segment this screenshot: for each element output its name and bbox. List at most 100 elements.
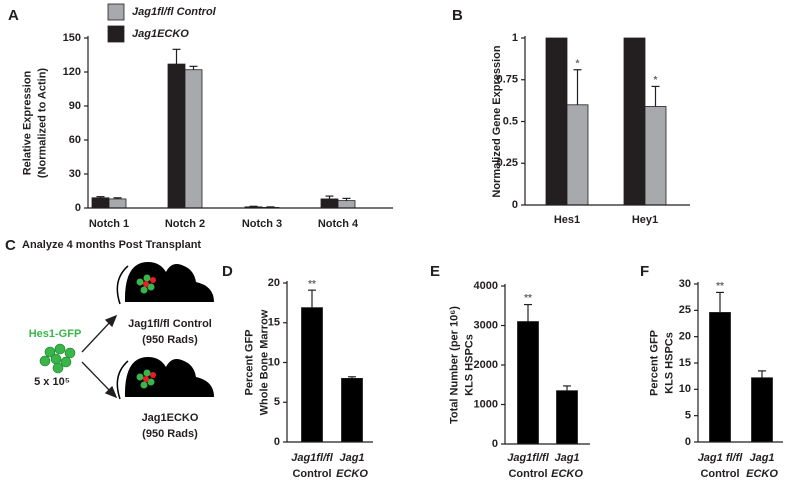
diagram-title: Analyze 4 months Post Transplant bbox=[22, 239, 201, 251]
chart: E ** 0 1000 2000 3000 4000 Jag1fl/fl Control Jag1… bbox=[430, 263, 590, 480]
y-tick-label: 5 bbox=[274, 396, 280, 408]
y-tick-label: 0.5 bbox=[503, 115, 518, 127]
panel-label: E bbox=[430, 263, 440, 280]
y-tick-label: 10 bbox=[268, 356, 280, 368]
x-tick-label: Jag1fl/fl bbox=[291, 452, 334, 464]
bar bbox=[556, 390, 578, 445]
error-bar bbox=[325, 195, 334, 199]
x-tick-label: Jag1 bbox=[554, 452, 579, 464]
bar bbox=[545, 37, 568, 206]
legend-label: Jag1ECKO bbox=[132, 28, 189, 40]
panel-label: B bbox=[452, 7, 463, 24]
y-tick-label: 15 bbox=[268, 317, 280, 329]
y-tick-label: 3000 bbox=[474, 319, 498, 331]
legend-label: Jag1fl/fl Control bbox=[132, 6, 217, 18]
bar bbox=[301, 307, 323, 443]
y-axis-label: Whole Bone Marrow bbox=[258, 309, 270, 415]
error-bar bbox=[172, 48, 181, 65]
legend-item: Jag1ECKO bbox=[107, 25, 189, 43]
y-tick-label: 30 bbox=[69, 168, 81, 180]
annotation: ** bbox=[524, 293, 532, 304]
y-tick-label: 60 bbox=[69, 134, 81, 146]
y-axis-label: Percent GFP bbox=[243, 329, 255, 395]
y-tick-label: 30 bbox=[679, 278, 691, 290]
chart: B * * 0 0.25 0.5 0.75 1 Hes1 Hey1 Normalized Gene … bbox=[452, 7, 690, 226]
bar bbox=[517, 321, 539, 445]
error-bar bbox=[573, 69, 582, 105]
y-axis-label: KLS HSPCs bbox=[463, 334, 475, 396]
x-tick-label: Notch 3 bbox=[242, 218, 282, 230]
error-bar bbox=[266, 206, 275, 208]
recipient-name: Jag1fl/fl Control bbox=[128, 318, 212, 330]
x-tick-label: Control bbox=[700, 468, 739, 480]
annotation: ** bbox=[716, 281, 724, 292]
panel-label: A bbox=[8, 7, 19, 24]
error-bar bbox=[716, 291, 724, 313]
error-bar bbox=[524, 303, 532, 322]
x-tick-label: ECKO bbox=[336, 468, 368, 480]
bar bbox=[320, 198, 339, 209]
chart: F ** 0 5 10 15 20 25 30 Jag1 fl/fl Control Jag1 ECKO… bbox=[640, 263, 783, 480]
y-tick-label: 120 bbox=[63, 66, 81, 78]
mouse bbox=[116, 262, 214, 305]
error-bar bbox=[563, 385, 571, 391]
y-tick-label: 15 bbox=[679, 357, 691, 369]
x-tick-label: ECKO bbox=[551, 468, 583, 480]
y-tick-label: 10 bbox=[679, 383, 691, 395]
bar bbox=[709, 312, 731, 443]
panel-label: F bbox=[640, 263, 649, 280]
y-tick-label: 90 bbox=[69, 100, 81, 112]
y-tick-label: 2000 bbox=[474, 359, 498, 371]
diagram: C Analyze 4 months Post Transplant Hes1-… bbox=[5, 237, 214, 440]
y-axis-label: KLS HSPCs bbox=[663, 332, 675, 394]
y-tick-label: 20 bbox=[679, 331, 691, 343]
annotation: ** bbox=[308, 279, 316, 290]
y-tick-label: 0 bbox=[492, 438, 498, 450]
bar bbox=[167, 63, 186, 209]
error-bar bbox=[189, 65, 198, 70]
recipient-dose: (950 Rads) bbox=[142, 334, 198, 346]
bar bbox=[623, 37, 646, 206]
mouse bbox=[116, 357, 214, 400]
error-bar bbox=[113, 197, 122, 199]
x-tick-label: Notch 2 bbox=[165, 218, 205, 230]
x-tick-label: Control bbox=[292, 468, 331, 480]
y-tick-label: 5 bbox=[685, 410, 691, 422]
y-tick-label: 150 bbox=[63, 32, 81, 44]
error-bar bbox=[348, 376, 356, 379]
bar bbox=[91, 197, 110, 209]
x-tick-label: Jag1fl/fl bbox=[507, 452, 550, 464]
bar bbox=[108, 198, 127, 209]
cells-label: Hes1-GFP bbox=[29, 328, 82, 340]
cell-count: 5 x 10⁵ bbox=[34, 376, 70, 388]
error-bar bbox=[96, 196, 105, 198]
panel-label: D bbox=[222, 263, 233, 280]
chart: D ** 0 5 10 15 20 Jag1fl/fl Control Jag1 ECKO Perce… bbox=[222, 263, 373, 480]
legend-item: Jag1fl/fl Control bbox=[107, 3, 217, 21]
y-tick-label: 20 bbox=[268, 277, 280, 289]
y-tick-label: 4000 bbox=[474, 280, 498, 292]
bar bbox=[341, 377, 363, 443]
y-axis-label: (Normalized to Actin) bbox=[36, 68, 48, 179]
error-bar bbox=[758, 370, 766, 378]
x-tick-label: Hes1 bbox=[554, 214, 580, 226]
error-bar bbox=[308, 289, 316, 308]
y-tick-label: 0 bbox=[512, 199, 518, 211]
y-tick-label: 0 bbox=[685, 436, 691, 448]
bar bbox=[184, 69, 203, 209]
x-tick-label: Hey1 bbox=[632, 214, 658, 226]
y-tick-label: 1 bbox=[512, 32, 518, 44]
panel-label: C bbox=[5, 237, 16, 254]
y-tick-label: 25 bbox=[679, 304, 691, 316]
y-tick-label: 0 bbox=[75, 202, 81, 214]
error-bar bbox=[342, 197, 351, 201]
y-axis-label: Total Number (per 10⁶) bbox=[448, 306, 460, 424]
error-bar bbox=[651, 85, 660, 107]
bar bbox=[337, 200, 356, 209]
bar bbox=[644, 106, 667, 206]
x-tick-label: Control bbox=[508, 468, 547, 480]
x-tick-label: ECKO bbox=[746, 468, 778, 480]
y-tick-label: 0.75 bbox=[497, 74, 518, 86]
error-bar bbox=[249, 205, 258, 207]
